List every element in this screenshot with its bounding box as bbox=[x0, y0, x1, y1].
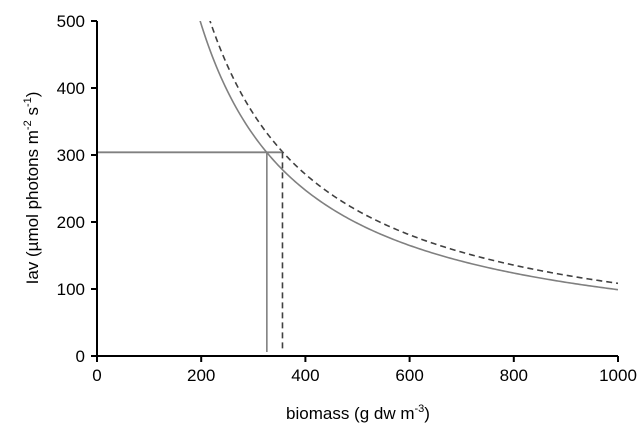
y-tick-label-0: 0 bbox=[76, 347, 85, 366]
plot-area bbox=[97, 21, 618, 352]
y-tick-label-100: 100 bbox=[57, 280, 85, 299]
series-line-2 bbox=[209, 21, 618, 285]
y-tick-label-200: 200 bbox=[57, 213, 85, 232]
x-tick-label-1000: 1000 bbox=[599, 366, 637, 385]
x-tick-label-200: 200 bbox=[187, 366, 215, 385]
tick-labels: 0 200 400 600 800 1000 0 100 200 300 400 500 bbox=[57, 12, 637, 385]
x-tick-label-800: 800 bbox=[500, 366, 528, 385]
axes bbox=[91, 20, 619, 362]
y-tick-label-500: 500 bbox=[57, 12, 85, 31]
y-tick-label-400: 400 bbox=[57, 79, 85, 98]
x-tick-label-0: 0 bbox=[92, 366, 101, 385]
y-axis-title: Iav (µmol photons m-2 s-1) bbox=[22, 92, 42, 285]
x-axis-title: biomass (g dw m-3) bbox=[286, 403, 430, 423]
series-line-1 bbox=[199, 21, 618, 291]
y-tick-label-300: 300 bbox=[57, 146, 85, 165]
x-tick-label-400: 400 bbox=[291, 366, 319, 385]
x-tick-label-600: 600 bbox=[395, 366, 423, 385]
